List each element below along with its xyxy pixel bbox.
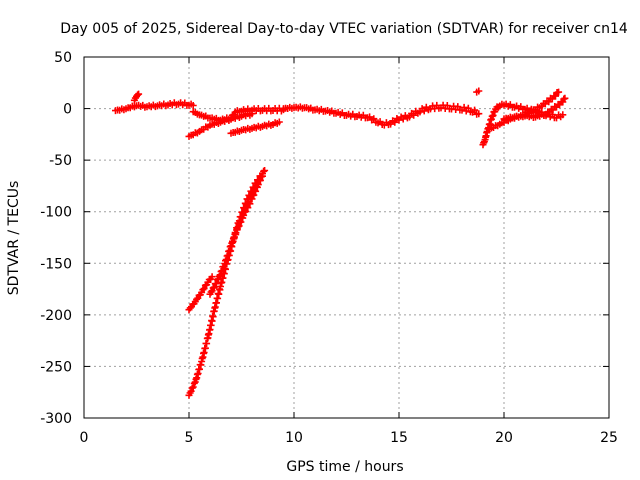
data-points	[112, 87, 569, 399]
data-point-markers	[112, 99, 197, 115]
x-axis-label: GPS time / hours	[286, 459, 403, 475]
y-tick-label: 50	[54, 50, 72, 66]
x-tick-label: 15	[390, 430, 408, 446]
data-point-markers	[473, 87, 483, 96]
y-tick-label: -250	[40, 359, 72, 375]
data-segment	[227, 118, 283, 137]
y-tick-label: 0	[63, 102, 72, 118]
data-point-markers	[206, 167, 269, 298]
y-tick-label: -300	[40, 411, 72, 427]
data-point-markers	[185, 170, 266, 399]
y-tick-label: -50	[49, 153, 72, 169]
y-tick-label: -100	[40, 205, 72, 221]
data-point-markers	[185, 273, 216, 314]
y-tick-label: -200	[40, 308, 72, 324]
data-segment	[185, 273, 216, 314]
data-segment	[473, 87, 483, 96]
data-point-markers	[185, 110, 256, 140]
plot-frame	[83, 56, 610, 419]
data-segment	[280, 101, 483, 129]
x-tick-label: 0	[80, 430, 89, 446]
data-point-markers	[130, 90, 143, 104]
data-point-markers	[500, 94, 569, 123]
x-tick-label: 25	[600, 430, 618, 446]
data-segment	[112, 99, 197, 115]
data-segment	[185, 170, 266, 399]
data-point-markers	[227, 118, 283, 137]
x-tick-label: 5	[185, 430, 194, 446]
data-point-markers	[280, 101, 483, 129]
x-tick-label: 10	[285, 430, 303, 446]
data-segment	[206, 167, 269, 298]
data-segment	[500, 94, 569, 123]
chart-title: Day 005 of 2025, Sidereal Day-to-day VTE…	[60, 21, 628, 37]
axis-ticks: 0 5 10 15 20 25 -300 -250 -200 -150 -100 -50 0 50	[40, 50, 618, 446]
y-tick-label: -150	[40, 256, 72, 272]
x-tick-label: 20	[495, 430, 513, 446]
data-segment	[130, 90, 143, 104]
data-segment	[185, 110, 256, 140]
y-axis-label: SDTVAR / TECUs	[6, 181, 22, 296]
